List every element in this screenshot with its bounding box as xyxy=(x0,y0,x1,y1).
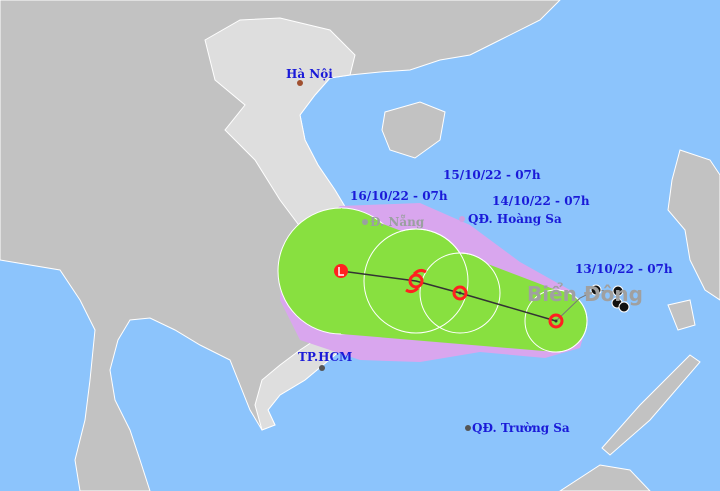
label-sea-text: Biển Đông xyxy=(527,282,643,306)
wind-zone-outlines xyxy=(363,228,588,353)
hcm-dot xyxy=(319,365,325,371)
danang-dot xyxy=(362,219,368,225)
depression-marker xyxy=(452,285,468,301)
mindoro xyxy=(667,299,696,331)
time-label-15: 15/10/22 - 07h xyxy=(443,168,541,182)
low-pressure-marker xyxy=(334,264,348,278)
hainan-island xyxy=(381,101,446,159)
past-track xyxy=(555,289,616,322)
truongsa-dot xyxy=(465,425,471,431)
palawan xyxy=(601,354,701,456)
label-danang: Đ. Nẵng xyxy=(370,215,425,229)
label-hoangsa: QĐ. Hoàng Sa xyxy=(468,212,562,226)
label-hcm: TP.HCM xyxy=(298,350,353,364)
past-positions xyxy=(590,284,630,313)
hanoi-dot xyxy=(297,80,303,86)
time-label-14: 14/10/22 - 07h xyxy=(492,194,590,208)
label-truongsa: QĐ. Trường Sa xyxy=(472,421,570,435)
forecast-track xyxy=(340,270,557,322)
storm-icon xyxy=(405,268,427,294)
time-label-16: 16/10/22 - 07h xyxy=(350,189,448,203)
luzon xyxy=(667,149,720,301)
borneo xyxy=(559,464,651,491)
label-sea: Biển Đông xyxy=(527,282,643,306)
depression-marker xyxy=(548,313,564,329)
time-label-13: 13/10/22 - 07h xyxy=(575,262,673,276)
label-hanoi: Hà Nội xyxy=(286,67,333,81)
hoangsa-dot xyxy=(459,216,465,222)
